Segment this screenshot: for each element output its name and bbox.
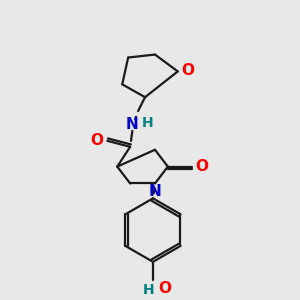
Text: N: N <box>126 118 139 133</box>
Text: O: O <box>182 63 195 78</box>
Text: O: O <box>90 133 104 148</box>
Text: H: H <box>142 283 154 297</box>
Text: O: O <box>196 159 208 174</box>
Text: H: H <box>142 116 154 130</box>
Text: O: O <box>158 281 171 296</box>
Text: N: N <box>148 184 161 200</box>
